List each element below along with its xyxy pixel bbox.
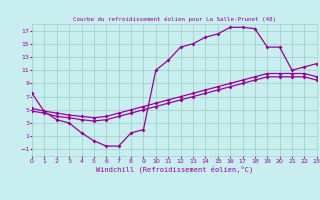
X-axis label: Windchill (Refroidissement éolien,°C): Windchill (Refroidissement éolien,°C) [96, 165, 253, 173]
Title: Courbe du refroidissement éolien pour La Salle-Prunet (48): Courbe du refroidissement éolien pour La… [73, 17, 276, 22]
